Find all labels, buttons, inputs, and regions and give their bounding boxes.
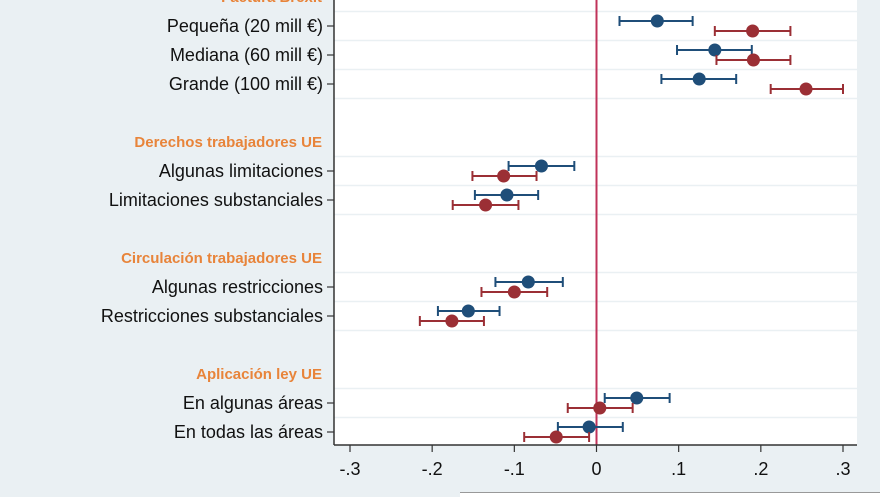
point-estimate xyxy=(500,188,514,202)
point-estimate xyxy=(445,314,459,328)
point-estimate xyxy=(534,159,548,173)
group-header: Derechos trabajadores UE xyxy=(134,134,322,151)
point-estimate xyxy=(630,391,644,405)
y-tick-label: En todas las áreas xyxy=(174,422,323,442)
group-header: Aplicación ley UE xyxy=(196,366,322,383)
point-estimate xyxy=(692,72,706,86)
x-tick-label: -.3 xyxy=(339,459,360,479)
point-estimate xyxy=(746,53,760,67)
x-tick-label: .2 xyxy=(753,459,768,479)
point-estimate xyxy=(650,14,664,28)
y-axis-labels: Factura Brexit Pequeña (20 mill €) Mediana… xyxy=(101,0,334,442)
y-tick-label: Algunas limitaciones xyxy=(159,161,323,181)
y-tick-label: Algunas restricciones xyxy=(152,277,323,297)
point-estimate xyxy=(708,43,722,57)
y-tick-label: Mediana (60 mill €) xyxy=(170,45,323,65)
x-tick-label: 0 xyxy=(591,459,601,479)
point-estimate xyxy=(593,401,607,415)
x-tick-label: .1 xyxy=(671,459,686,479)
y-tick-label: En algunas áreas xyxy=(183,393,323,413)
point-estimate xyxy=(479,198,493,212)
series-2 xyxy=(418,24,844,444)
y-tick-label: Restricciones substanciales xyxy=(101,306,323,326)
point-estimate xyxy=(521,275,535,289)
y-tick-label: Grande (100 mill €) xyxy=(169,74,323,94)
point-estimate xyxy=(461,304,475,318)
y-tick-label: Limitaciones substanciales xyxy=(109,190,323,210)
x-tick-label: -.2 xyxy=(422,459,443,479)
y-tick-label: Pequeña (20 mill €) xyxy=(167,16,323,36)
x-axis-ticks: -.3 -.2 -.1 0 .1 .2 .3 xyxy=(339,445,851,479)
group-header: Factura Brexit xyxy=(221,0,322,6)
x-tick-label: .3 xyxy=(835,459,850,479)
point-estimate xyxy=(799,82,813,96)
x-tick-label: -.1 xyxy=(504,459,525,479)
point-estimate xyxy=(582,420,596,434)
point-estimate xyxy=(507,285,521,299)
data-marks xyxy=(418,14,844,444)
point-estimate xyxy=(497,169,511,183)
point-estimate xyxy=(746,24,760,38)
series-1 xyxy=(436,14,753,434)
point-estimate xyxy=(549,430,563,444)
group-header: Circulación trabajadores UE xyxy=(121,250,322,267)
